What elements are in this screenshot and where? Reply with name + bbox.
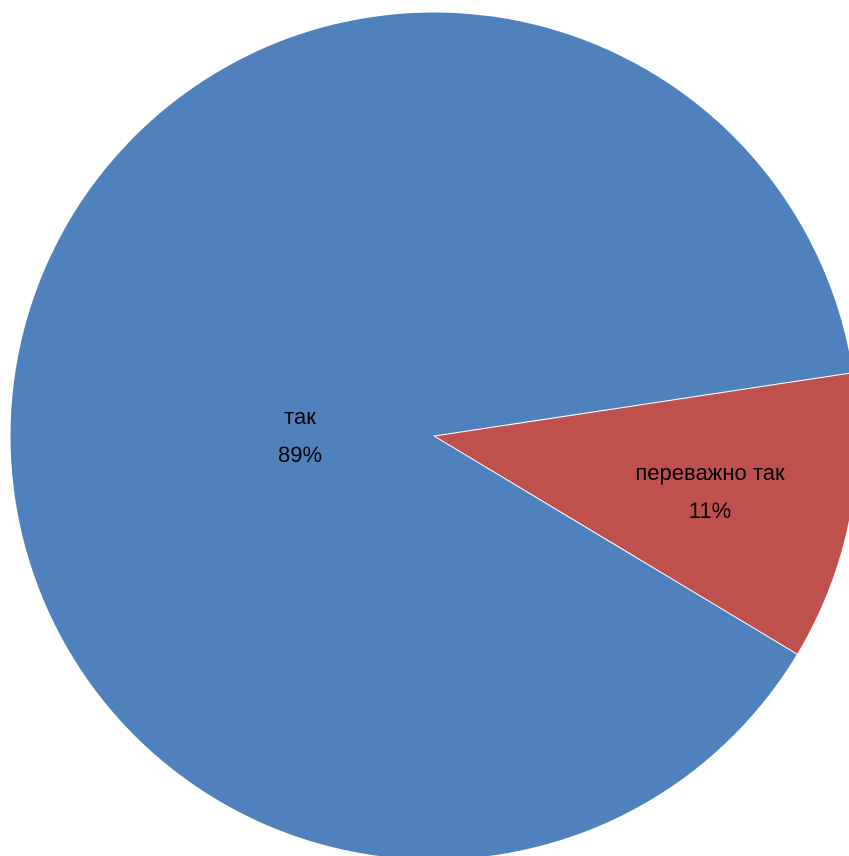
pie-slice-perevazhno-tak <box>432 372 849 656</box>
slice-category-label: так <box>284 404 316 429</box>
pie-slices <box>9 11 849 856</box>
slice-labels: так 89% переважно так 11% <box>278 404 785 523</box>
slice-percent-label: 89% <box>278 442 322 467</box>
pie-slice-tak <box>9 11 849 856</box>
slice-percent-label: 11% <box>689 498 731 523</box>
slice-category-label: переважно так <box>635 460 785 485</box>
